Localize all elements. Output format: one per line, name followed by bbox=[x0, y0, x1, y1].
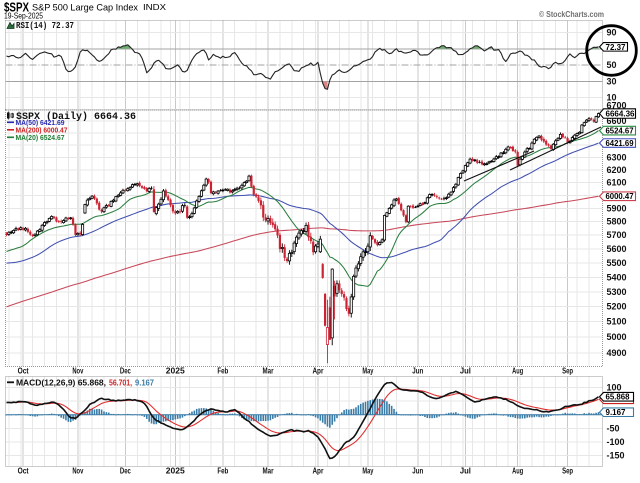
svg-text:56.701,: 56.701, bbox=[109, 378, 132, 387]
svg-text:Apr: Apr bbox=[312, 467, 323, 476]
svg-text:MA(20) 6524.67: MA(20) 6524.67 bbox=[16, 133, 65, 142]
svg-text:6000.47: 6000.47 bbox=[606, 192, 635, 201]
svg-text:100: 100 bbox=[607, 383, 622, 393]
svg-text:10: 10 bbox=[607, 93, 617, 103]
svg-text:Nov: Nov bbox=[72, 467, 83, 476]
svg-text:Jun: Jun bbox=[412, 367, 423, 376]
svg-text:6700: 6700 bbox=[607, 101, 627, 111]
svg-text:65.868: 65.868 bbox=[606, 393, 631, 402]
svg-text:Oct: Oct bbox=[18, 467, 29, 476]
svg-text:19-Sep-2025: 19-Sep-2025 bbox=[4, 12, 43, 21]
svg-text:May: May bbox=[362, 367, 373, 376]
svg-text:Dec: Dec bbox=[120, 367, 131, 376]
svg-text:2025: 2025 bbox=[166, 367, 186, 376]
svg-text:6300: 6300 bbox=[607, 152, 627, 162]
svg-text:2025: 2025 bbox=[166, 467, 186, 476]
svg-text:9.167: 9.167 bbox=[606, 408, 627, 417]
svg-text:Aug: Aug bbox=[512, 367, 523, 376]
svg-text:Jul: Jul bbox=[460, 367, 471, 376]
svg-text:6100: 6100 bbox=[607, 177, 627, 187]
svg-text:5800: 5800 bbox=[607, 217, 627, 227]
svg-text:5300: 5300 bbox=[607, 287, 627, 297]
svg-text:6664.36: 6664.36 bbox=[606, 109, 635, 119]
svg-text:5600: 5600 bbox=[607, 244, 627, 254]
svg-text:5700: 5700 bbox=[607, 230, 627, 240]
svg-text:$SPX (Daily) 6664.36: $SPX (Daily) 6664.36 bbox=[16, 111, 136, 123]
svg-text:5000: 5000 bbox=[607, 332, 627, 342]
svg-text:6421.69: 6421.69 bbox=[606, 139, 635, 148]
svg-text:9.167: 9.167 bbox=[135, 378, 155, 387]
svg-text:-50: -50 bbox=[607, 423, 620, 433]
svg-text:MA(50) 6421.69: MA(50) 6421.69 bbox=[16, 118, 65, 127]
svg-text:INDX: INDX bbox=[143, 3, 167, 12]
svg-text:30: 30 bbox=[607, 76, 617, 86]
svg-text:Feb: Feb bbox=[217, 467, 228, 476]
svg-text:5100: 5100 bbox=[607, 317, 627, 327]
svg-text:5900: 5900 bbox=[607, 203, 627, 213]
svg-text:Dec: Dec bbox=[120, 467, 131, 476]
svg-text:6600: 6600 bbox=[607, 116, 627, 126]
svg-text:Sep: Sep bbox=[562, 467, 573, 476]
svg-text:Apr: Apr bbox=[312, 367, 323, 376]
svg-text:90: 90 bbox=[607, 28, 617, 38]
svg-text:© StockCharts.com: © StockCharts.com bbox=[539, 9, 604, 19]
svg-text:4900: 4900 bbox=[607, 348, 627, 358]
svg-text:5400: 5400 bbox=[607, 272, 627, 282]
svg-text:MACD(12,26,9) 65.868,: MACD(12,26,9) 65.868, bbox=[16, 378, 106, 387]
svg-text:72.37: 72.37 bbox=[606, 43, 627, 52]
svg-text:6524.67: 6524.67 bbox=[606, 127, 635, 136]
svg-text:Oct: Oct bbox=[18, 367, 29, 376]
svg-text:50: 50 bbox=[607, 60, 617, 70]
svg-text:Mar: Mar bbox=[263, 467, 274, 476]
svg-text:Sep: Sep bbox=[562, 367, 573, 376]
svg-text:Mar: Mar bbox=[263, 367, 274, 376]
svg-text:MA(200) 6000.47: MA(200) 6000.47 bbox=[16, 125, 68, 134]
svg-text:-150: -150 bbox=[607, 451, 625, 461]
svg-text:$SPX: $SPX bbox=[4, 1, 30, 15]
svg-text:Jun: Jun bbox=[412, 467, 423, 476]
svg-text:S&P 500 Large Cap Index: S&P 500 Large Cap Index bbox=[32, 3, 138, 13]
svg-text:Feb: Feb bbox=[217, 367, 228, 376]
svg-text:5200: 5200 bbox=[607, 302, 627, 312]
svg-text:Aug: Aug bbox=[512, 467, 523, 476]
svg-text:Nov: Nov bbox=[72, 367, 83, 376]
svg-text:RSI(14) 72.37: RSI(14) 72.37 bbox=[16, 20, 74, 31]
svg-text:-100: -100 bbox=[607, 437, 625, 447]
svg-text:6200: 6200 bbox=[607, 165, 627, 175]
svg-text:Jul: Jul bbox=[460, 467, 471, 476]
svg-text:5500: 5500 bbox=[607, 258, 627, 268]
svg-text:May: May bbox=[362, 467, 373, 476]
